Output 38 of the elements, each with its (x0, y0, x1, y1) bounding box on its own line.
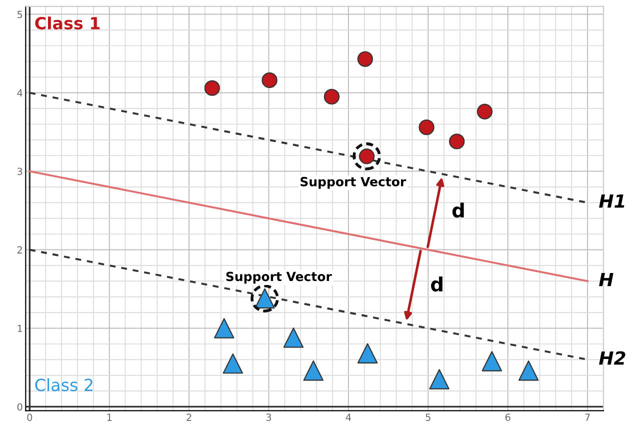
text: Class 2 (35, 378, 92, 392)
y-tick-label: 4 (17, 89, 22, 96)
y-tick-label: 2 (17, 246, 22, 254)
series-label: H2 (599, 351, 626, 365)
point (357, 343, 378, 364)
annotation: d (431, 276, 442, 292)
point (476, 104, 493, 120)
series-label: H (599, 272, 614, 286)
x-tick-label: 1 (107, 414, 112, 421)
x-tick-label: 6 (505, 414, 510, 421)
point (283, 328, 304, 348)
annotation: Support Vector (300, 176, 406, 189)
point (518, 360, 539, 381)
point (222, 353, 244, 374)
x-tick-label: 5 (426, 414, 430, 421)
y-tick-label: 5 (17, 10, 22, 18)
annotation: Support Vector (226, 272, 332, 284)
point (418, 119, 434, 136)
series-label: H1 (599, 194, 624, 208)
point (303, 360, 324, 381)
x-tick-label: 4 (346, 414, 351, 421)
point (449, 134, 465, 150)
point (262, 72, 278, 88)
annotation: d (452, 202, 464, 218)
point (324, 88, 340, 105)
y-tick-label: 1 (18, 324, 22, 332)
point (204, 80, 220, 96)
y-tick-label: 3 (17, 168, 22, 176)
point (214, 318, 234, 338)
x-tick-label: 3 (266, 414, 272, 421)
text: Class 1 (35, 16, 100, 30)
point (429, 369, 450, 390)
x-tick-label: 0 (27, 414, 32, 421)
point (357, 51, 374, 67)
y-tick-label: 0 (17, 403, 22, 411)
x-tick-label: 2 (186, 414, 192, 421)
point (482, 351, 502, 372)
x-tick-label: 7 (585, 414, 590, 421)
